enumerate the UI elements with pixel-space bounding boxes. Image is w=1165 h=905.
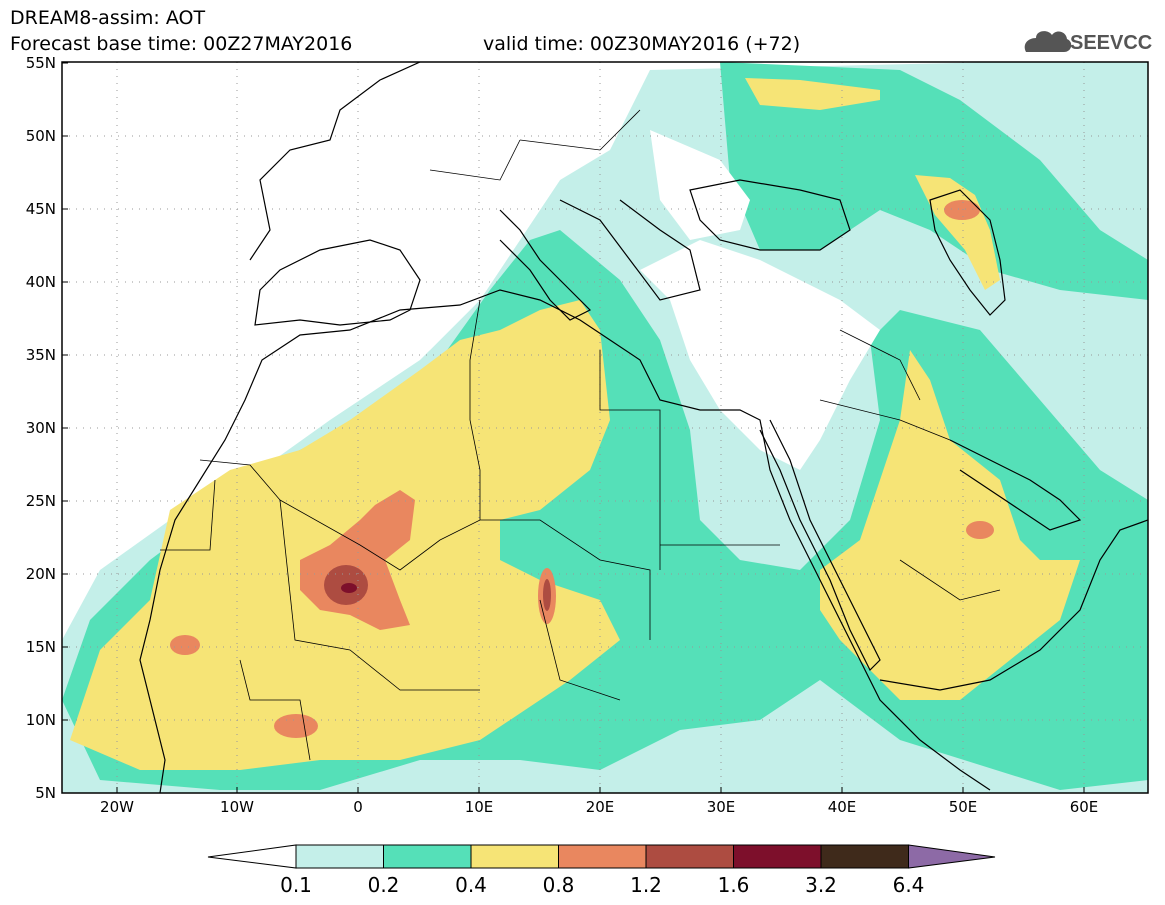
lat-labels: 55N 50N 45N 40N 35N 30N 25N 20N 15N 10N … <box>26 54 56 802</box>
lon-label: 30E <box>707 798 736 816</box>
seevccc-logo: SEEVCCC <box>1018 26 1165 56</box>
aot-level-0-8-arabia <box>966 521 994 539</box>
aot-level-0-4-russia <box>745 78 880 110</box>
lon-labels: 20W 10W 0 10E 20E 30E 40E 50E 60E <box>100 798 1098 816</box>
lon-label: 10E <box>465 798 494 816</box>
coastline-persian-gulf <box>949 439 1082 531</box>
clear-europe <box>62 62 640 580</box>
lon-label: 10W <box>220 798 254 816</box>
colorbar-swatch <box>645 844 734 869</box>
colorbar-swatch <box>470 844 559 869</box>
lat-label: 15N <box>26 638 56 656</box>
lat-label: 50N <box>26 127 56 145</box>
lat-label: 45N <box>26 200 56 218</box>
colorbar-label: 1.2 <box>630 873 662 897</box>
aot-level-0-4-caspian <box>915 175 1000 290</box>
cloud-icon: SEEVCCC <box>1024 31 1165 54</box>
lon-label: 40E <box>828 798 857 816</box>
lat-label: 40N <box>26 273 56 291</box>
colorbar-label: 3.2 <box>805 873 837 897</box>
country-borders <box>160 109 1001 761</box>
colorbar-label: 0.8 <box>542 873 575 897</box>
colorbar-label: 0.2 <box>367 873 400 897</box>
coastline-balkans <box>559 199 701 301</box>
lon-label: 50E <box>949 798 978 816</box>
lon-label: 60E <box>1070 798 1099 816</box>
colorbar-swatch <box>820 844 909 869</box>
coastline-black-sea <box>689 179 851 251</box>
title-valid-time: valid time: 00Z30MAY2016 (+72) <box>483 33 801 55</box>
title-base-time: Forecast base time: 00Z27MAY2016 <box>10 33 353 55</box>
coastlines <box>139 62 1148 793</box>
colorbar-label: 1.6 <box>717 873 750 897</box>
lat-label: 30N <box>26 419 56 437</box>
colorbar-max-arrow <box>908 844 996 869</box>
aot-level-0-4-east <box>820 350 1080 700</box>
lon-label: 0 <box>353 798 363 816</box>
aot-level-0-8-sahel <box>170 635 200 655</box>
lon-label: 20E <box>586 798 615 816</box>
aot-level-1-2-chad <box>543 579 551 611</box>
clear-black-sea <box>650 130 750 240</box>
lon-label: 20W <box>100 798 134 816</box>
grid-lines <box>62 62 1148 793</box>
lat-label: 5N <box>35 784 56 802</box>
logo-text: SEEVCCC <box>1070 32 1153 54</box>
title-model: DREAM8-assim: AOT <box>10 7 206 29</box>
coastline-iberia <box>254 239 421 326</box>
lat-label: 25N <box>26 492 56 510</box>
colorbar-swatch <box>733 844 822 869</box>
clear-eastern-med <box>640 240 880 470</box>
coastline-caspian <box>929 189 1006 316</box>
coastline-red-sea <box>759 419 881 672</box>
colorbar-min-arrow <box>207 844 297 869</box>
lat-label: 35N <box>26 346 56 364</box>
aot-level-1-6 <box>341 583 357 593</box>
colorbar-swatch <box>558 844 647 869</box>
lat-label: 55N <box>26 54 56 72</box>
colorbar <box>207 844 996 869</box>
colorbar-swatch <box>295 844 384 869</box>
aot-level-0-8-west-africa <box>274 714 318 738</box>
aot-field <box>62 62 1148 793</box>
lat-label: 20N <box>26 565 56 583</box>
colorbar-label: 0.1 <box>280 873 312 897</box>
aot-level-0-8-caspian <box>944 200 980 220</box>
coastline-europe <box>249 62 421 261</box>
colorbar-label: 6.4 <box>892 873 925 897</box>
coastline-italy <box>499 209 592 321</box>
lat-label: 10N <box>26 711 56 729</box>
axis-ticks <box>62 62 1085 793</box>
coastline-africa-west <box>139 289 991 793</box>
coastline-arabia <box>879 519 1148 691</box>
colorbar-swatch <box>383 844 472 869</box>
colorbar-label: 0.4 <box>455 873 487 897</box>
